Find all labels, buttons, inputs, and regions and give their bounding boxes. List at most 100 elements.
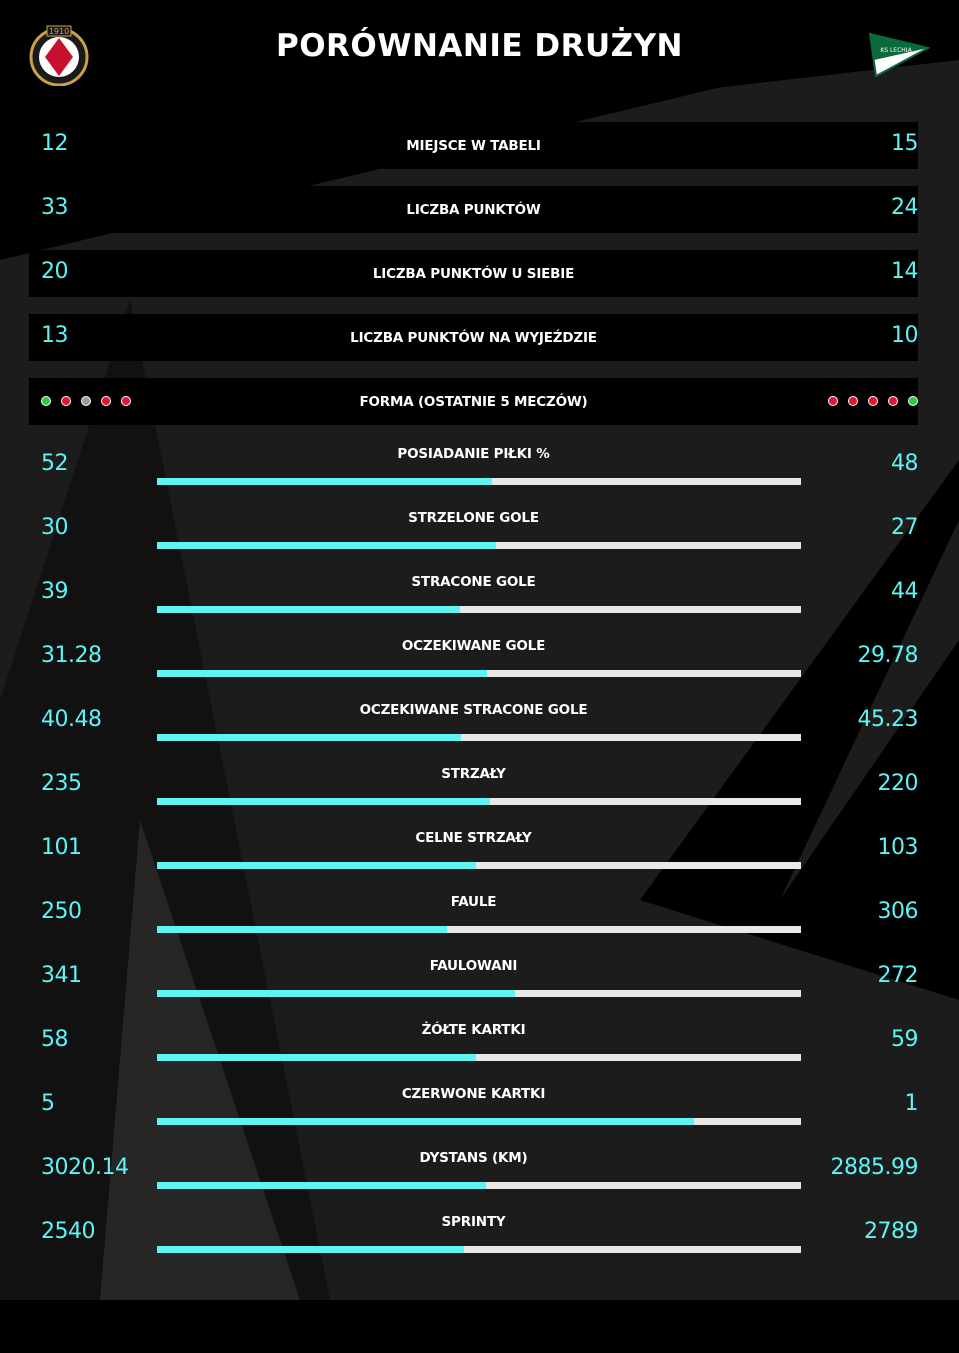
row-background — [29, 250, 918, 297]
stat-bar-row: 3020.14 DYSTANS (KM) 2885.99 — [29, 1146, 919, 1193]
left-share-bar — [157, 1246, 464, 1253]
comparison-bar-track — [157, 1246, 801, 1253]
stat-bar-row: 58 ŻÓŁTE KARTKI 59 — [29, 1018, 919, 1065]
right-team-value: 48 — [891, 451, 919, 476]
stat-label: OCZEKIWANE GOLE — [401, 638, 546, 654]
stat-label: SPRINTY — [441, 1214, 506, 1230]
left-team-value: 30 — [41, 515, 69, 540]
widzew-crest-icon: 1910 — [29, 25, 89, 86]
left-share-bar — [157, 1182, 487, 1189]
form-loss-dot — [868, 396, 878, 406]
stat-bar-row: 101 CELNE STRZAŁY 103 — [29, 826, 918, 873]
form-loss-dot — [828, 396, 838, 406]
left-share-bar — [157, 542, 496, 549]
lechia-pennant-icon: KS LECHIA — [868, 32, 930, 78]
left-team-value: 235 — [41, 771, 82, 796]
left-share-bar — [157, 478, 492, 485]
right-team-value: 2789 — [864, 1219, 919, 1244]
form-row: FORMA (OSTATNIE 5 MECZÓW) — [29, 378, 918, 425]
right-team-value: 220 — [877, 771, 919, 796]
comparison-bar-track — [157, 1054, 801, 1061]
left-team-value: 2540 — [41, 1219, 96, 1244]
right-team-value: 2885.99 — [830, 1155, 919, 1180]
stat-bar-row: 5 CZERWONE KARTKI 1 — [29, 1082, 918, 1129]
left-team-value: 101 — [41, 835, 82, 860]
right-team-value: 24 — [891, 195, 919, 220]
stat-row: 20 LICZBA PUNKTÓW U SIEBIE 14 — [29, 250, 919, 297]
comparison-bar-track — [157, 926, 801, 933]
comparison-bar-track — [157, 862, 801, 869]
widzew-year-text: 1910 — [49, 27, 69, 36]
stat-label: LICZBA PUNKTÓW NA WYJEŹDZIE — [350, 330, 597, 346]
form-loss-dot — [848, 396, 858, 406]
comparison-bar-track — [157, 1118, 801, 1125]
left-team-value: 52 — [41, 451, 69, 476]
stat-row: 13 LICZBA PUNKTÓW NA WYJEŹDZIE 10 — [29, 314, 919, 361]
form-loss-dot — [888, 396, 898, 406]
stat-bar-row: 30 STRZELONE GOLE 27 — [29, 506, 919, 553]
stat-label: FORMA (OSTATNIE 5 MECZÓW) — [359, 394, 588, 410]
stat-label: CELNE STRZAŁY — [415, 830, 532, 846]
right-team-value: 15 — [891, 131, 919, 156]
right-team-value: 10 — [891, 323, 919, 348]
right-team-value: 44 — [891, 579, 919, 604]
right-team-value: 306 — [877, 899, 919, 924]
stat-label: POSIADANIE PIŁKI % — [397, 446, 550, 462]
lechia-logo-text: KS LECHIA — [880, 47, 912, 54]
form-loss-dot — [61, 396, 71, 406]
stat-label: LICZBA PUNKTÓW U SIEBIE — [372, 266, 575, 282]
comparison-bar-track — [157, 798, 801, 805]
form-win-dot — [41, 396, 51, 406]
stat-label: STRZAŁY — [441, 766, 506, 782]
stat-label: ŻÓŁTE KARTKI — [421, 1022, 526, 1038]
comparison-bar-track — [157, 670, 801, 677]
stat-label: DYSTANS (KM) — [419, 1150, 528, 1166]
comparison-bar-track — [157, 542, 801, 549]
stat-label: FAULOWANI — [429, 958, 518, 974]
stat-bar-row: 235 STRZAŁY 220 — [29, 762, 918, 809]
left-share-bar — [157, 926, 447, 933]
stat-bar-row: 341 FAULOWANI 272 — [29, 954, 918, 1001]
stat-bar-row: 250 FAULE 306 — [29, 890, 918, 937]
left-share-bar — [157, 606, 460, 613]
row-background — [29, 122, 918, 169]
form-win-dot — [908, 396, 918, 406]
right-team-value: 103 — [877, 835, 919, 860]
stat-label: MIEJSCE W TABELI — [406, 138, 541, 154]
row-background — [29, 378, 918, 425]
left-share-bar — [157, 1054, 477, 1061]
page-title: PORÓWNANIE DRUŻYN — [275, 28, 684, 64]
left-share-bar — [157, 862, 476, 869]
stat-label: FAULE — [450, 894, 497, 910]
right-team-value: 45.23 — [857, 707, 919, 732]
form-draw-dot — [81, 396, 91, 406]
right-team-value: 29.78 — [857, 643, 919, 668]
comparison-bar-track — [157, 606, 801, 613]
row-background — [29, 314, 918, 361]
stat-label: STRZELONE GOLE — [408, 510, 539, 526]
left-share-bar — [157, 734, 462, 741]
right-team-value: 14 — [891, 259, 919, 284]
left-share-bar — [157, 670, 487, 677]
right-team-value: 1 — [904, 1091, 919, 1116]
left-share-bar — [157, 990, 516, 997]
left-team-value: 3020.14 — [41, 1155, 129, 1180]
left-team-value: 31.28 — [41, 643, 102, 668]
comparison-bar-track — [157, 478, 801, 485]
form-loss-dot — [101, 396, 111, 406]
right-team-value: 272 — [877, 963, 919, 988]
right-team-value: 27 — [891, 515, 919, 540]
left-team-value: 12 — [41, 131, 69, 156]
left-team-value: 58 — [41, 1027, 69, 1052]
left-share-bar — [157, 1118, 694, 1125]
stat-bar-row: 31.28 OCZEKIWANE GOLE 29.78 — [29, 634, 919, 681]
left-team-value: 33 — [41, 195, 69, 220]
stat-bar-row: 39 STRACONE GOLE 44 — [29, 570, 919, 617]
form-loss-dot — [121, 396, 131, 406]
stat-bar-row: 52 POSIADANIE PIŁKI % 48 — [29, 442, 919, 489]
left-team-value: 20 — [41, 259, 69, 284]
stat-label: LICZBA PUNKTÓW — [406, 202, 541, 218]
row-background — [29, 186, 918, 233]
stat-label: OCZEKIWANE STRACONE GOLE — [359, 702, 588, 718]
right-team-value: 59 — [891, 1027, 919, 1052]
